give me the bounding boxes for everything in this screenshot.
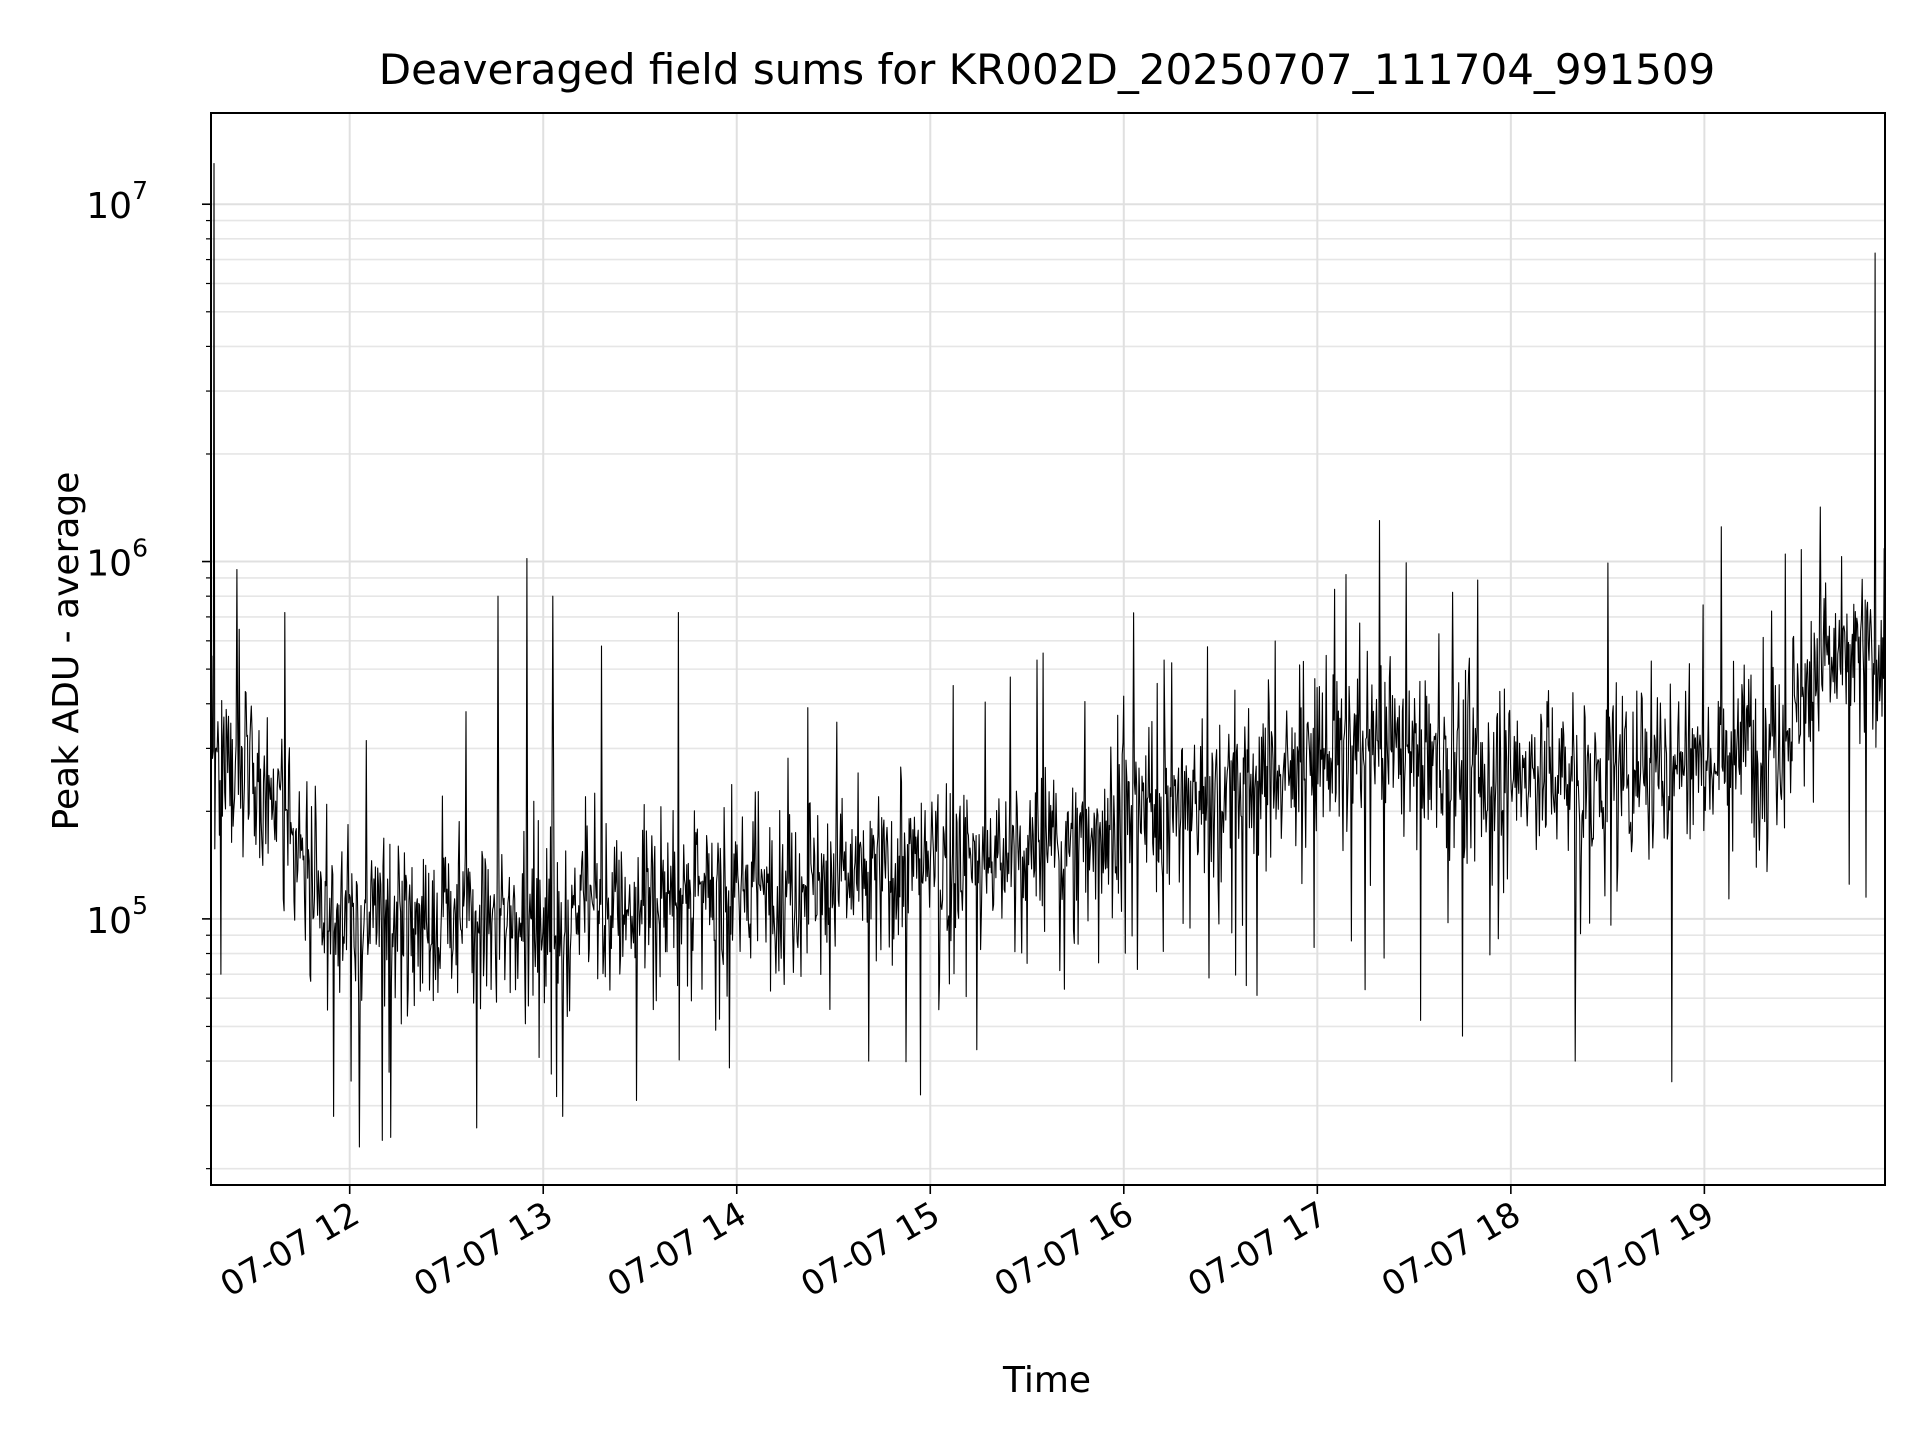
x-axis-label: Time <box>1002 1360 1091 1401</box>
chart-title: Deaveraged field sums for KR002D_2025070… <box>379 45 1716 94</box>
y-tick-label: 106 <box>86 534 148 585</box>
plot-area <box>210 162 1886 1148</box>
y-axis: 105 106 107 <box>86 176 211 1170</box>
y-tick-label: 107 <box>86 176 148 227</box>
y-tick-exponent: 5 <box>132 891 148 920</box>
y-tick-exponent: 6 <box>132 534 148 563</box>
grid <box>211 113 1885 1185</box>
series-line <box>210 162 1886 1148</box>
y-tick-exponent: 7 <box>132 176 148 205</box>
axes-frame <box>210 112 1886 1186</box>
y-axis-label: Peak ADU - average <box>46 472 87 831</box>
y-tick-label: 105 <box>86 891 148 942</box>
